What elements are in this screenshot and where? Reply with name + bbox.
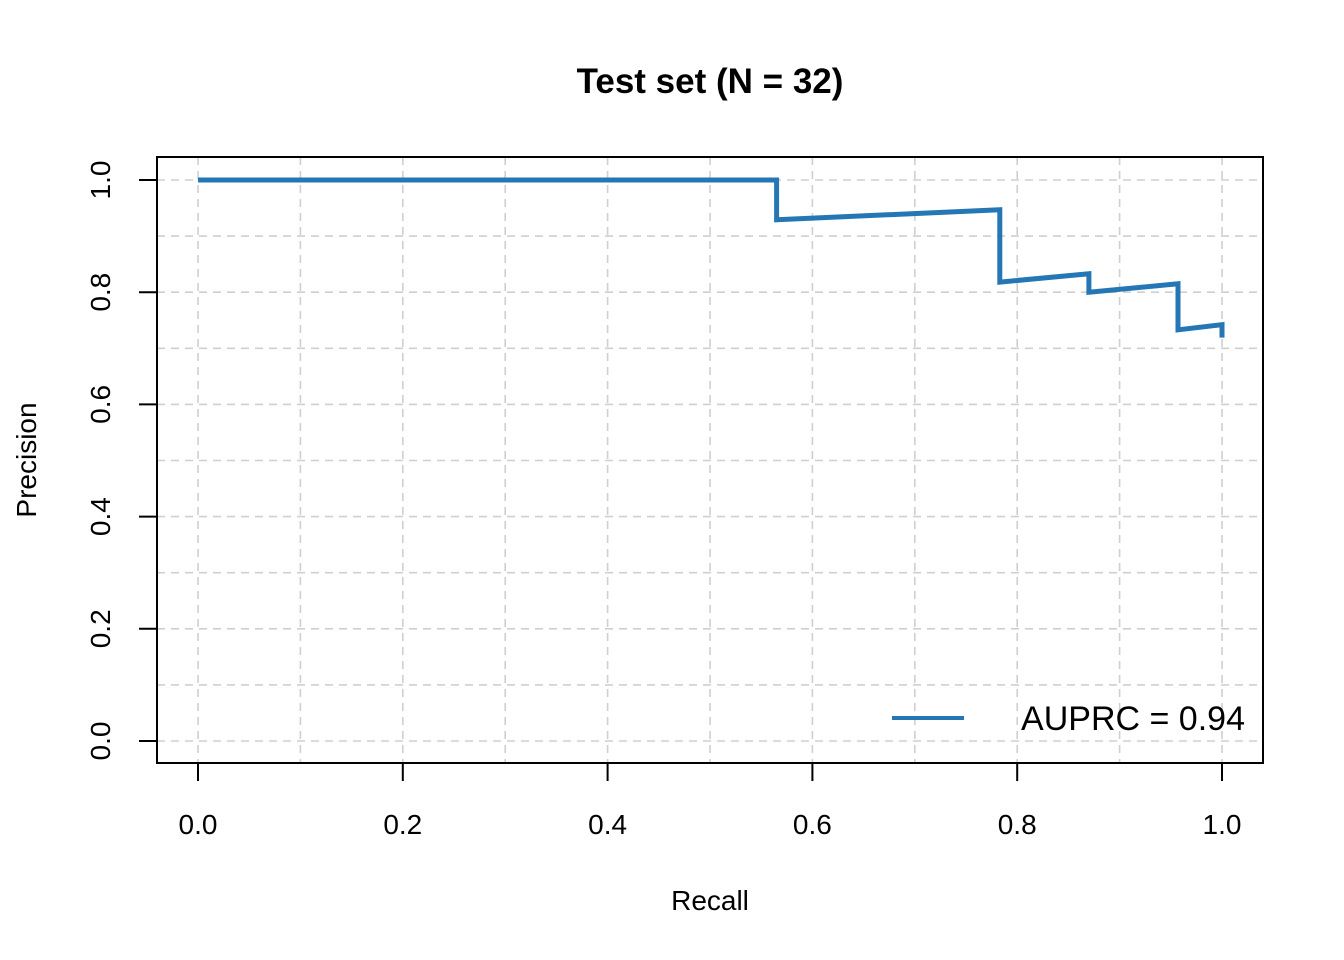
chart-title: Test set (N = 32) xyxy=(577,62,844,101)
x-axis-label: Recall xyxy=(671,885,749,916)
y-tick-label: 0.2 xyxy=(85,609,116,648)
y-tick-label: 0.0 xyxy=(85,722,116,761)
x-tick-label: 0.8 xyxy=(998,809,1037,840)
legend: AUPRC = 0.94 xyxy=(892,700,1245,738)
plot-frame xyxy=(156,156,1264,764)
pr-curve-line xyxy=(198,177,1225,338)
y-axis-label: Precision xyxy=(11,402,42,517)
legend-label: AUPRC = 0.94 xyxy=(1021,700,1245,738)
y-tick-label: 0.6 xyxy=(85,385,116,424)
x-tick-label: 1.0 xyxy=(1203,809,1242,840)
x-tick-label: 0.2 xyxy=(383,809,422,840)
x-tick-label: 0.4 xyxy=(588,809,627,840)
grid-lines xyxy=(157,157,1263,763)
axes: 0.0 0.2 0.4 0.6 0.8 1.0 0.0 0.2 0.4 0.6 0.8 1.0 xyxy=(85,161,1241,840)
series-layer xyxy=(198,177,1225,338)
x-tick-label: 0.6 xyxy=(793,809,832,840)
x-tick-label: 0.0 xyxy=(179,809,218,840)
y-tick-label: 1.0 xyxy=(85,161,116,200)
y-tick-label: 0.4 xyxy=(85,497,116,536)
y-tick-label: 0.8 xyxy=(85,273,116,312)
